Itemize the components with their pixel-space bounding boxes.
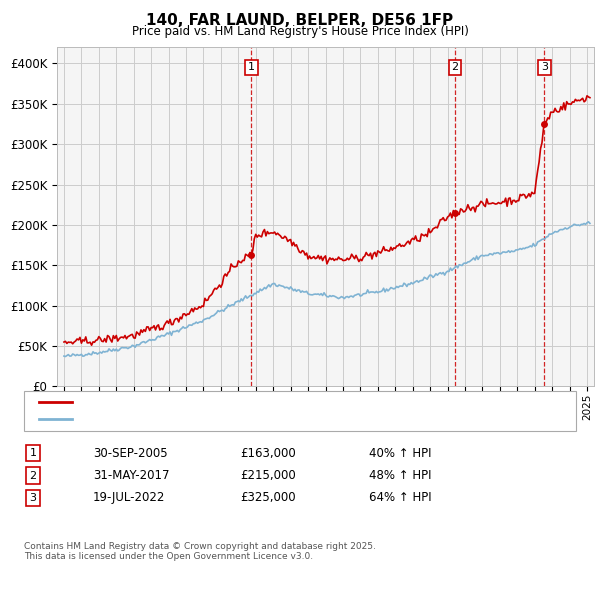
Text: 19-JUL-2022: 19-JUL-2022	[93, 491, 166, 504]
Text: 3: 3	[541, 63, 548, 73]
Text: Contains HM Land Registry data © Crown copyright and database right 2025.
This d: Contains HM Land Registry data © Crown c…	[24, 542, 376, 561]
Text: 1: 1	[29, 448, 37, 458]
Text: 30-SEP-2005: 30-SEP-2005	[93, 447, 167, 460]
Text: HPI: Average price, semi-detached house, Amber Valley: HPI: Average price, semi-detached house,…	[78, 414, 369, 424]
Text: £163,000: £163,000	[240, 447, 296, 460]
Text: 40% ↑ HPI: 40% ↑ HPI	[369, 447, 431, 460]
Text: 48% ↑ HPI: 48% ↑ HPI	[369, 469, 431, 482]
Text: £325,000: £325,000	[240, 491, 296, 504]
Text: Price paid vs. HM Land Registry's House Price Index (HPI): Price paid vs. HM Land Registry's House …	[131, 25, 469, 38]
Text: 3: 3	[29, 493, 37, 503]
Text: 64% ↑ HPI: 64% ↑ HPI	[369, 491, 431, 504]
Text: 140, FAR LAUND, BELPER, DE56 1FP (semi-detached house): 140, FAR LAUND, BELPER, DE56 1FP (semi-d…	[78, 397, 389, 407]
Text: 1: 1	[248, 63, 255, 73]
Text: 31-MAY-2017: 31-MAY-2017	[93, 469, 170, 482]
Text: 2: 2	[29, 471, 37, 480]
Text: 2: 2	[451, 63, 458, 73]
Text: £215,000: £215,000	[240, 469, 296, 482]
Text: 140, FAR LAUND, BELPER, DE56 1FP: 140, FAR LAUND, BELPER, DE56 1FP	[146, 13, 454, 28]
